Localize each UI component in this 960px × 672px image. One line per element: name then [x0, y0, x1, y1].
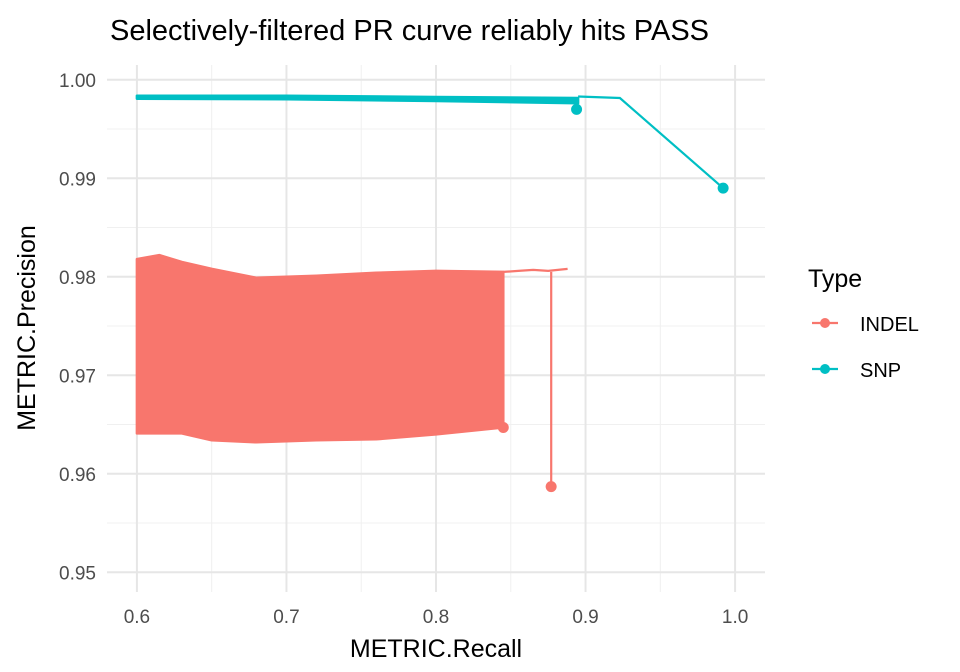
series-band-indel	[135, 253, 505, 444]
x-tick-label: 1.0	[722, 607, 748, 628]
series-indel	[135, 253, 568, 493]
series-line-indel	[503, 267, 568, 273]
series-line-snp	[578, 95, 724, 189]
legend-label-indel: INDEL	[860, 314, 919, 336]
x-tick-label: 0.6	[124, 607, 150, 628]
legend-key-point-snp	[820, 364, 830, 374]
y-tick-label: 0.98	[59, 268, 96, 289]
legend-entry-indel: INDEL	[812, 314, 919, 336]
data-point-snp	[717, 182, 729, 194]
y-tick-label: 0.99	[59, 169, 96, 190]
series-layer	[135, 94, 729, 493]
legend-title: Type	[808, 265, 862, 293]
legend-key-point-indel	[820, 318, 830, 328]
x-axis-ticks: 0.6 0.7 0.8 0.9 1.0	[124, 607, 749, 628]
y-tick-label: 0.96	[59, 465, 96, 486]
legend-label-snp: SNP	[860, 360, 901, 382]
y-tick-label: 0.95	[59, 563, 96, 584]
series-snp	[135, 94, 729, 194]
x-tick-label: 0.7	[273, 607, 299, 628]
data-point-snp	[571, 103, 583, 115]
x-axis-label: METRIC.Recall	[350, 635, 522, 663]
series-band-snp	[135, 94, 580, 105]
chart-title: Selectively-filtered PR curve reliably h…	[110, 15, 709, 47]
data-point-indel	[497, 421, 509, 433]
y-axis-ticks: 0.95 0.96 0.97 0.98 0.99 1.00	[59, 71, 96, 585]
y-axis-label: METRIC.Precision	[13, 225, 41, 431]
legend: Type INDEL SNP	[808, 265, 919, 382]
data-point-indel	[545, 481, 557, 493]
x-tick-label: 0.8	[423, 607, 449, 628]
x-tick-label: 0.9	[572, 607, 598, 628]
legend-entry-snp: SNP	[812, 360, 901, 382]
y-tick-label: 1.00	[59, 71, 96, 92]
y-tick-label: 0.97	[59, 366, 96, 387]
